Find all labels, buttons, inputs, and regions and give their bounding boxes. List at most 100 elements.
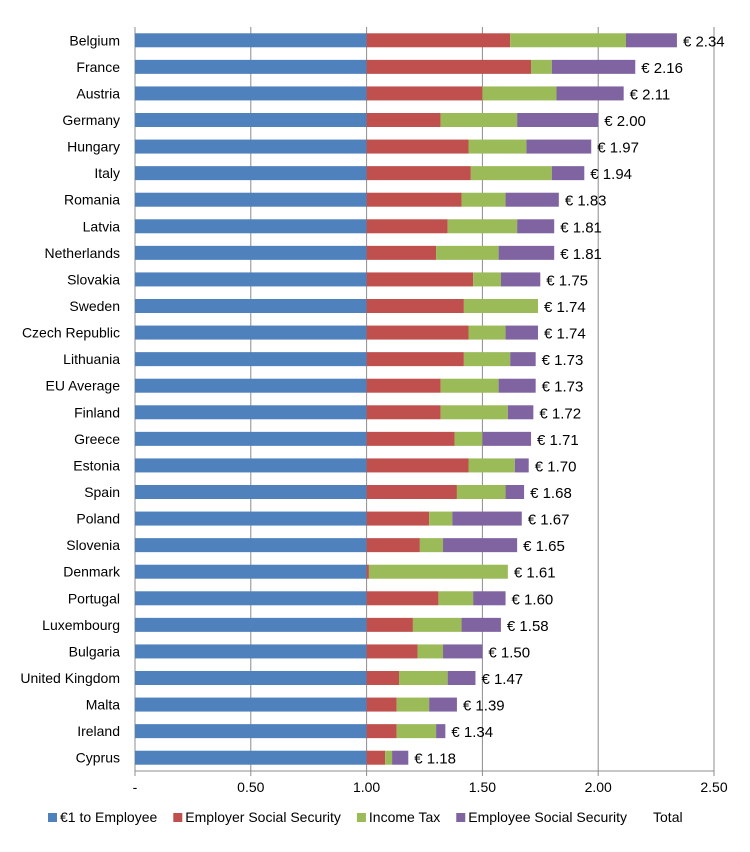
total-data-label: € 1.50 <box>488 644 530 661</box>
category-label: Germany <box>62 112 120 128</box>
bar-1-to-employee <box>135 538 367 553</box>
bar-employer-social-security <box>366 299 464 313</box>
bar-1-to-employee <box>135 192 367 207</box>
bar-1-to-employee <box>135 431 367 446</box>
category-label: Slovakia <box>67 271 120 287</box>
bar-employee-social-security <box>517 113 599 127</box>
category-label: Malta <box>86 697 120 713</box>
bar-income-tax <box>531 59 552 74</box>
legend-swatch <box>48 813 57 822</box>
total-data-label: € 1.47 <box>481 671 523 688</box>
bar-employer-social-security <box>366 325 469 340</box>
bar-1-to-employee <box>135 671 367 685</box>
bar-income-tax <box>419 538 444 553</box>
bar-employee-social-security <box>443 538 518 553</box>
bar-1-to-employee <box>135 458 367 473</box>
bar-income-tax <box>470 166 552 181</box>
bar-employer-social-security <box>366 59 532 74</box>
total-data-label: € 1.18 <box>414 751 456 768</box>
bar-employer-social-security <box>366 352 464 367</box>
bar-employer-social-security <box>366 591 439 606</box>
bar-employer-social-security <box>366 458 469 473</box>
bar-employer-social-security <box>366 538 420 553</box>
legend-swatch <box>456 813 466 822</box>
category-label: Spain <box>84 484 120 500</box>
bar-employer-social-security <box>366 139 469 154</box>
bar-1-to-employee <box>135 591 367 606</box>
total-data-label: € 1.97 <box>597 140 639 157</box>
total-data-label: € 1.81 <box>560 219 602 236</box>
total-data-label: € 1.73 <box>542 379 584 396</box>
total-data-label: € 1.70 <box>535 458 577 475</box>
bar-employer-social-security <box>366 644 418 659</box>
category-label: Portugal <box>68 590 120 606</box>
category-label: France <box>76 59 120 75</box>
bar-income-tax <box>396 724 437 739</box>
bar-employee-social-security <box>514 458 529 473</box>
total-data-label: € 1.61 <box>514 565 556 582</box>
bar-employer-social-security <box>366 431 455 446</box>
bar-income-tax <box>461 192 506 207</box>
legend-label: Income Tax <box>369 809 440 825</box>
total-data-label: € 1.60 <box>512 591 554 608</box>
category-label: Estonia <box>73 457 120 473</box>
category-label: Czech Republic <box>22 325 120 341</box>
total-data-label: € 2.11 <box>630 86 671 103</box>
bar-employer-social-security <box>366 192 462 207</box>
bar-employee-social-security <box>461 617 501 632</box>
bar-income-tax <box>473 272 501 287</box>
bar-income-tax <box>399 671 448 685</box>
bar-employee-social-security <box>510 352 536 367</box>
bar-1-to-employee <box>135 352 367 367</box>
bar-employee-social-security <box>526 139 592 154</box>
total-data-label: € 1.68 <box>530 485 572 502</box>
category-label: Belgium <box>69 32 120 48</box>
bar-income-tax <box>396 697 430 712</box>
legend-swatch <box>356 813 366 822</box>
category-label: Denmark <box>63 564 121 580</box>
bar-employee-social-security <box>392 750 409 765</box>
bar-employer-social-security <box>366 33 511 48</box>
category-label: Greece <box>74 431 120 447</box>
bar-1-to-employee <box>135 564 367 579</box>
bar-1-to-employee <box>135 299 367 313</box>
bar-employer-social-security <box>366 750 386 765</box>
bar-1-to-employee <box>135 405 367 420</box>
bar-employee-social-security <box>498 378 536 393</box>
total-data-label: € 1.73 <box>542 352 584 369</box>
bar-1-to-employee <box>135 86 367 101</box>
bar-employee-social-security <box>505 192 559 207</box>
bar-employer-social-security <box>366 485 457 499</box>
x-tick-label: 1.50 <box>469 779 496 795</box>
bar-1-to-employee <box>135 245 367 260</box>
bar-income-tax <box>440 113 518 127</box>
bar-income-tax <box>510 33 626 48</box>
bar-income-tax <box>385 750 393 765</box>
category-label: Latvia <box>83 218 121 234</box>
bar-income-tax <box>456 485 506 499</box>
bar-employer-social-security <box>366 724 397 739</box>
bar-employer-social-security <box>366 166 471 181</box>
total-data-label: € 1.71 <box>537 432 579 449</box>
bar-income-tax <box>417 644 444 659</box>
legend-label: Employee Social Security <box>468 809 627 825</box>
legend-label-total: Total <box>653 809 683 825</box>
total-data-label: € 1.75 <box>546 272 588 289</box>
category-label: Sweden <box>69 298 120 314</box>
category-label: Netherlands <box>45 245 121 261</box>
bar-employer-social-security <box>366 219 448 234</box>
bar-1-to-employee <box>135 113 367 127</box>
bar-income-tax <box>463 352 511 367</box>
bar-income-tax <box>440 405 508 420</box>
category-label: Finland <box>74 404 120 420</box>
category-label: Italy <box>94 165 120 181</box>
total-data-label: € 1.58 <box>507 618 549 635</box>
bar-income-tax <box>447 219 518 234</box>
bar-1-to-employee <box>135 378 367 393</box>
bar-1-to-employee <box>135 325 367 340</box>
category-label: Cyprus <box>76 750 120 766</box>
bar-employee-social-security <box>429 697 457 712</box>
total-data-label: € 1.81 <box>560 246 602 263</box>
bar-1-to-employee <box>135 724 367 739</box>
x-tick-label: 2.50 <box>700 779 727 795</box>
